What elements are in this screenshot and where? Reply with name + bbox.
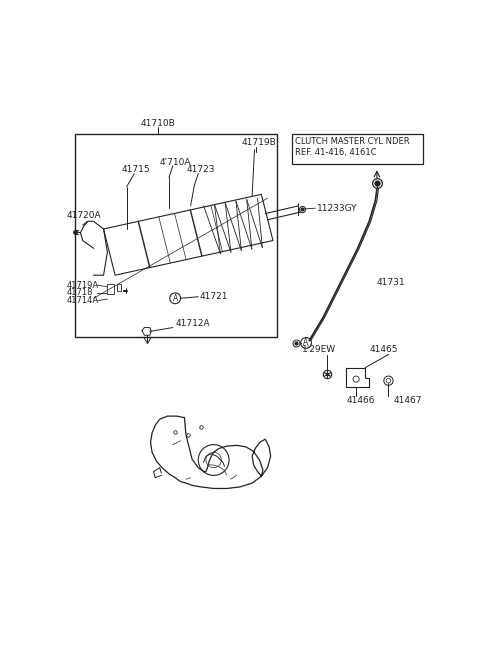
Text: 41467: 41467 [394, 396, 422, 405]
Text: 41731: 41731 [377, 279, 406, 287]
Text: 41719B: 41719B [241, 138, 276, 147]
Text: 41721: 41721 [200, 292, 228, 302]
Text: CLUTCH MASTER CYL NDER: CLUTCH MASTER CYL NDER [295, 137, 410, 147]
Text: 41466: 41466 [346, 396, 374, 405]
Bar [117, 284, 121, 291]
Text: 41715: 41715 [122, 165, 151, 174]
Text: 11233GY: 11233GY [317, 204, 357, 213]
Text: 41465: 41465 [369, 346, 398, 354]
Bar [108, 284, 114, 294]
Text: A: A [172, 294, 178, 303]
Text: 41720A: 41720A [67, 212, 101, 220]
Text: 41714A: 41714A [67, 296, 99, 305]
Bar [292, 134, 423, 164]
Bar [75, 134, 277, 337]
Text: 41710B: 41710B [141, 119, 176, 128]
Text: 4ʹ710A: 4ʹ710A [160, 158, 191, 166]
Text: REF. 41-416, 4161C: REF. 41-416, 4161C [295, 148, 377, 157]
Text: A: A [303, 338, 309, 348]
Text: 41723: 41723 [187, 165, 215, 174]
Text: 1ʹ29EW: 1ʹ29EW [302, 346, 336, 354]
Text: 41712A: 41712A [175, 319, 210, 328]
Text: 41718: 41718 [67, 288, 93, 298]
Text: 41719A: 41719A [67, 281, 99, 290]
